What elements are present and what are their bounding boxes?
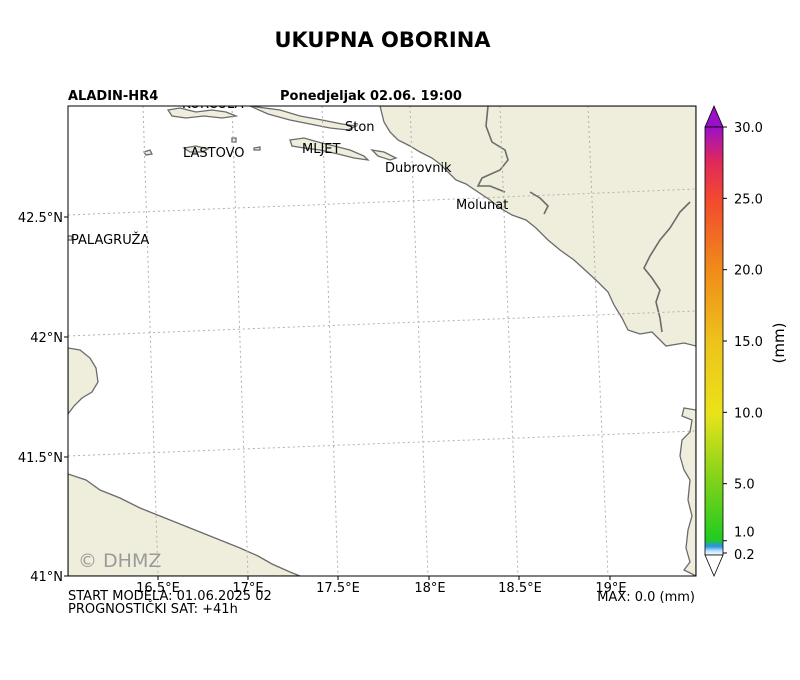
map-border — [67, 105, 697, 577]
lon-tick-label: 16.5°E — [136, 581, 180, 596]
colorbar-tick-label: 30.0 — [734, 121, 763, 136]
small-islet-2 — [231, 137, 237, 143]
lon-tick-label: 18°E — [414, 581, 445, 596]
colorbar-min-arrow — [704, 554, 724, 578]
forecast-datetime: Ponedjeljak 02.06. 19:00 — [280, 89, 462, 104]
colorbar-tick-label: 10.0 — [734, 406, 763, 421]
colorbar-max-arrow — [704, 104, 724, 128]
land-areas — [68, 106, 696, 576]
mainland-balkans — [379, 106, 696, 347]
label-mljet: MLJET — [302, 142, 341, 157]
italy-gargano — [68, 347, 99, 416]
colorbar: 30.0 25.0 20.0 15.0 10.0 5.0 1.0 0.2 (mm) — [704, 104, 788, 578]
lat-tick-label: 42.5°N — [18, 211, 63, 226]
elafiti-islands — [370, 149, 398, 161]
small-islet-3 — [253, 146, 261, 151]
lat-tick-label: 41.5°N — [18, 451, 63, 466]
graticule — [68, 106, 696, 576]
lon-tick-label: 18.5°E — [498, 581, 542, 596]
lon-tick-label: 17.5°E — [316, 581, 360, 596]
colorbar-tick-label: 5.0 — [734, 478, 755, 493]
country-borders — [476, 106, 691, 333]
colorbar-tick-label: 0.2 — [734, 548, 755, 563]
lon-tick-label: 17°E — [232, 581, 263, 596]
label-molunat: Molunat — [456, 198, 508, 213]
label-ston: Ston — [345, 120, 375, 135]
italy-apulia — [68, 473, 301, 576]
mljet-island — [289, 137, 370, 161]
colorbar-tick-label: 15.0 — [734, 335, 763, 350]
label-korcula: KORČULA — [182, 96, 244, 112]
lon-ticks: 16.5°E 17°E 17.5°E 18°E 18.5°E 19°E — [136, 576, 627, 596]
colorbar-bar — [704, 126, 724, 556]
model-start-label: START MODELA: 01.06.2025 02 — [68, 589, 272, 604]
label-palagruza: PALAGRUŽA — [71, 232, 149, 248]
map-title: UKUPNA OBORINA — [274, 28, 491, 52]
max-value-label: MAX: 0.0 (mm) — [597, 590, 695, 605]
lat-tick-label: 42°N — [30, 331, 63, 346]
lat-ticks: 42.5°N 42°N 41.5°N 41°N — [18, 211, 68, 585]
lastovo-island — [182, 145, 210, 153]
lat-tick-label: 41°N — [30, 570, 63, 585]
lon-tick-label: 19°E — [595, 581, 626, 596]
peljesac-peninsula — [249, 106, 359, 131]
colorbar-tick-label: 1.0 — [734, 526, 755, 541]
palagruza-islet — [68, 235, 73, 241]
small-islet-1 — [142, 149, 153, 156]
colorbar-tick-label: 20.0 — [734, 264, 763, 279]
forecast-hour-label: PROGNOSTIČKI SAT: +41h — [68, 602, 238, 617]
dhmz-watermark: © DHMZ — [78, 550, 161, 572]
albania-coast — [679, 407, 696, 576]
label-lastovo: LASTOVO — [183, 146, 245, 161]
korcula-island — [166, 107, 239, 119]
label-dubrovnik: Dubrovnik — [385, 161, 452, 176]
model-name: ALADIN-HR4 — [68, 89, 159, 104]
colorbar-unit: (mm) — [770, 323, 788, 364]
colorbar-tick-label: 25.0 — [734, 192, 763, 207]
